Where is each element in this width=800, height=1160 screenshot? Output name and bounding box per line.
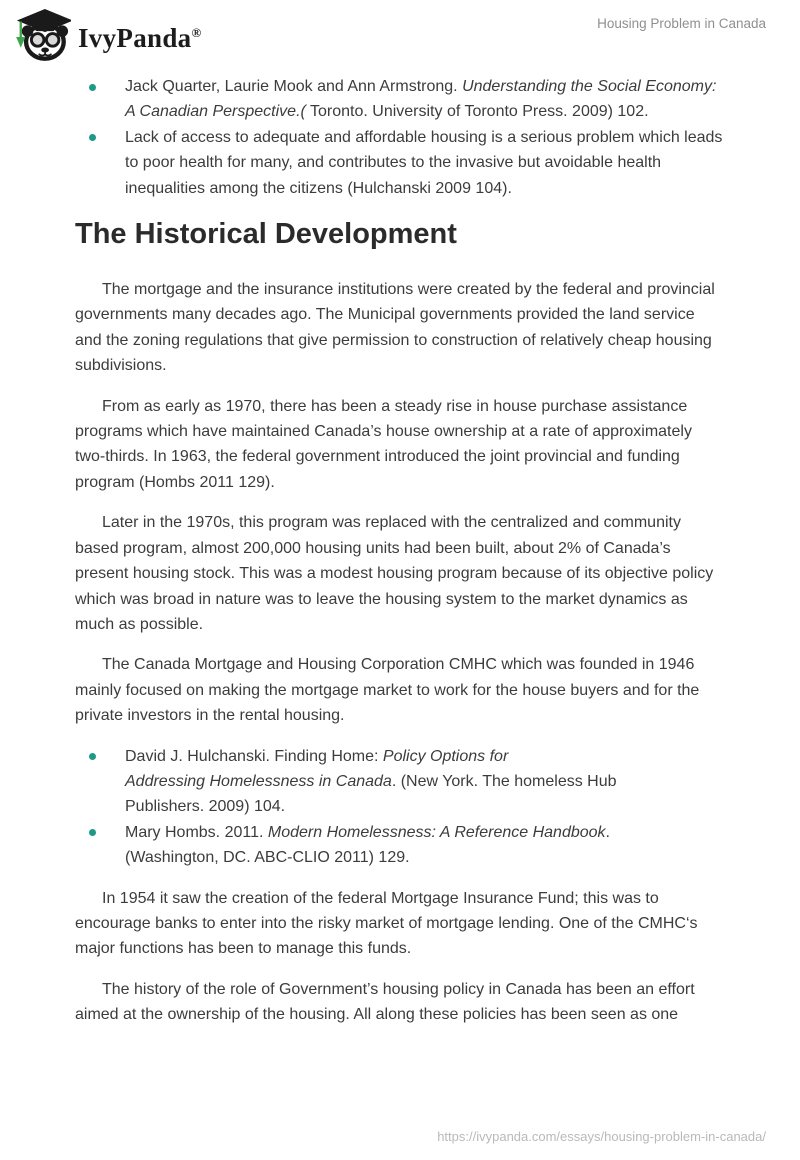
italic-text-run: Modern Homelessness: A Reference Handboo… bbox=[267, 823, 606, 841]
brand[interactable]: IvyPanda® bbox=[13, 5, 201, 66]
text-run: The history of the role of Government’s … bbox=[75, 980, 695, 1024]
citation-list: Jack Quarter, Laurie Mook and Ann Armstr… bbox=[75, 74, 725, 201]
list-item: David J. Hulchanski. Finding Home: Polic… bbox=[75, 744, 725, 820]
text-run: The Canada Mortgage and Housing Corporat… bbox=[75, 656, 700, 725]
text-run: In 1954 it saw the creation of the feder… bbox=[75, 889, 698, 958]
text-run: From as early as 1970, there has been a … bbox=[75, 397, 692, 491]
bullet-icon bbox=[89, 829, 96, 837]
document-content: Jack Quarter, Laurie Mook and Ann Armstr… bbox=[0, 74, 800, 1028]
paragraph: From as early as 1970, there has been a … bbox=[75, 394, 725, 496]
source-url-link[interactable]: https://ivypanda.com/essays/housing-prob… bbox=[437, 1129, 766, 1144]
page-header: IvyPanda® Housing Problem in Canada bbox=[0, 0, 800, 61]
text-run: Lack of access to adequate and affordabl… bbox=[125, 128, 727, 197]
paragraph: In 1954 it saw the creation of the feder… bbox=[75, 886, 725, 962]
citation-list: David J. Hulchanski. Finding Home: Polic… bbox=[75, 744, 725, 871]
bullet-icon bbox=[89, 134, 96, 142]
text-run: Later in the 1970s, this program was rep… bbox=[75, 514, 714, 633]
italic-text-run: Understanding the Social Economy: A Cana… bbox=[125, 78, 721, 121]
text-run: . (Washington, DC. ABC-CLIO 2011) 129. bbox=[125, 823, 610, 867]
text-run: . (New York. The homeless Hub Publishers… bbox=[125, 772, 617, 816]
text-run: Mary Hombs. 2011. bbox=[125, 823, 268, 841]
list-item: Lack of access to adequate and affordabl… bbox=[75, 125, 725, 201]
document-title: Housing Problem in Canada bbox=[597, 16, 766, 31]
brand-name: IvyPanda® bbox=[78, 5, 201, 66]
list-item: Jack Quarter, Laurie Mook and Ann Armstr… bbox=[75, 74, 725, 125]
paragraph: The mortgage and the insurance instituti… bbox=[75, 277, 725, 379]
paragraph: Later in the 1970s, this program was rep… bbox=[75, 510, 725, 637]
ivypanda-logo-icon bbox=[16, 8, 71, 61]
registered-mark: ® bbox=[191, 25, 202, 40]
list-item: Mary Hombs. 2011. Modern Homelessness: A… bbox=[75, 820, 725, 871]
section-heading: The Historical Development bbox=[75, 218, 457, 251]
bullet-icon bbox=[89, 83, 96, 91]
text-run: Jack Quarter, Laurie Mook and Ann Armstr… bbox=[125, 78, 463, 95]
text-run: David J. Hulchanski. Finding Home: bbox=[125, 747, 383, 765]
italic-text-run: Policy Options for Addressing Homelessne… bbox=[125, 747, 509, 790]
text-run: The mortgage and the insurance instituti… bbox=[75, 281, 715, 375]
paragraph: The Canada Mortgage and Housing Corporat… bbox=[75, 652, 725, 728]
brand-text: IvyPanda bbox=[78, 23, 192, 53]
text-run: Toronto. University of Toronto Press. 20… bbox=[305, 103, 649, 121]
bullet-icon bbox=[89, 753, 96, 761]
paragraph: The history of the role of Government’s … bbox=[75, 977, 725, 1028]
page-footer: https://ivypanda.com/essays/housing-prob… bbox=[437, 1128, 766, 1146]
